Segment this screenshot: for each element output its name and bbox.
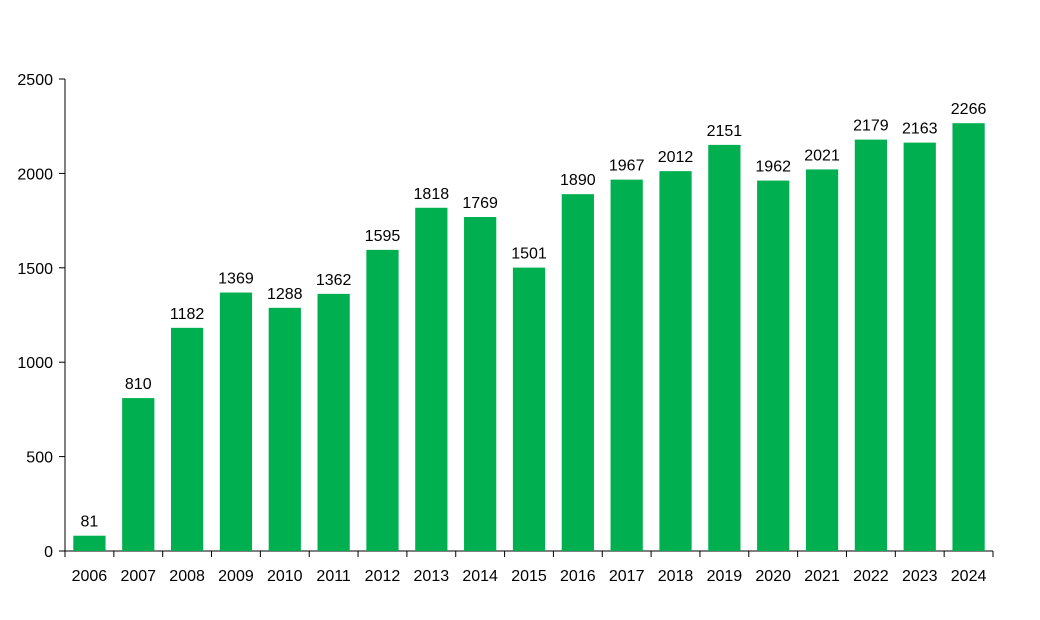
data-label-2006: 81: [81, 514, 99, 531]
bar-2015: [512, 267, 546, 551]
bar-2020: [757, 180, 790, 551]
x-tick-label: 2021: [804, 568, 840, 585]
x-tick-label: 2024: [951, 568, 987, 585]
data-label-2012: 1595: [365, 228, 401, 245]
bars: [73, 123, 985, 552]
y-tick-label: 2500: [17, 72, 53, 89]
data-label-2023: 2163: [902, 121, 938, 138]
bar-2013: [415, 207, 448, 551]
x-tick-label: 2007: [120, 568, 156, 585]
x-tick-label: 2010: [267, 568, 303, 585]
bar-2010: [268, 307, 301, 551]
bar-2007: [122, 398, 155, 551]
data-label-2014: 1769: [462, 195, 498, 212]
x-tick-label: 2023: [902, 568, 938, 585]
y-tick-label: 1500: [17, 261, 53, 278]
bar-2019: [708, 144, 741, 551]
bar-2006: [73, 535, 106, 551]
x-tick-label: 2016: [560, 568, 596, 585]
bar-2022: [854, 139, 888, 551]
y-tick-label: 500: [26, 450, 53, 467]
bar-2024: [952, 123, 985, 551]
data-label-2019: 2151: [707, 123, 743, 140]
x-tick-label: 2009: [218, 568, 254, 585]
bar-2018: [659, 171, 692, 551]
data-label-2007: 810: [125, 376, 152, 393]
y-axis: 0 500 1000 1500 2000 2500: [17, 72, 66, 561]
data-label-2021: 2021: [804, 147, 840, 164]
x-tick-label: 2017: [609, 568, 645, 585]
x-tick-label: 2012: [365, 568, 401, 585]
bar-2014: [464, 217, 497, 551]
data-label-2022: 2179: [853, 118, 889, 135]
x-tick-label: 2015: [511, 568, 547, 585]
y-tick-label: 1000: [17, 355, 53, 372]
x-tick-label: 2018: [658, 568, 694, 585]
bar-2012: [366, 249, 399, 551]
x-tick-label: 2014: [462, 568, 498, 585]
data-labels: 81 810 1182 1369 1288 1362 1595 1818 1769 1501 189…: [81, 101, 987, 531]
x-tick-label: 2019: [707, 568, 743, 585]
x-tick-label: 2013: [414, 568, 450, 585]
bar-2009: [219, 292, 253, 551]
data-label-2008: 1182: [170, 306, 205, 323]
data-label-2016: 1890: [560, 172, 596, 189]
bar-2016: [561, 194, 594, 551]
bar-2017: [610, 179, 643, 551]
x-tick-label: 2008: [169, 568, 205, 585]
x-tick-label: 2020: [755, 568, 791, 585]
data-label-2013: 1818: [414, 186, 450, 203]
x-tick-label: 2022: [853, 568, 889, 585]
data-label-2015: 1501: [511, 246, 547, 263]
data-label-2010: 1288: [267, 286, 303, 303]
x-axis: 2006 2007 2008 2009 2010 2011 2012 2013 2014 2015…: [64, 550, 994, 585]
data-label-2011: 1362: [316, 272, 352, 289]
data-label-2020: 1962: [755, 159, 791, 176]
bar-2008: [170, 327, 204, 551]
y-tick-label: 2000: [17, 166, 53, 183]
bar-2021: [805, 169, 839, 552]
data-label-2009: 1369: [218, 271, 254, 288]
bar-2023: [903, 142, 936, 551]
data-label-2024: 2266: [951, 101, 987, 118]
data-label-2017: 1967: [609, 158, 645, 175]
bar-2011: [317, 293, 350, 551]
y-tick-label: 0: [44, 544, 53, 561]
x-tick-label: 2011: [316, 568, 351, 585]
data-label-2018: 2012: [658, 149, 694, 166]
x-tick-label: 2006: [72, 568, 108, 585]
